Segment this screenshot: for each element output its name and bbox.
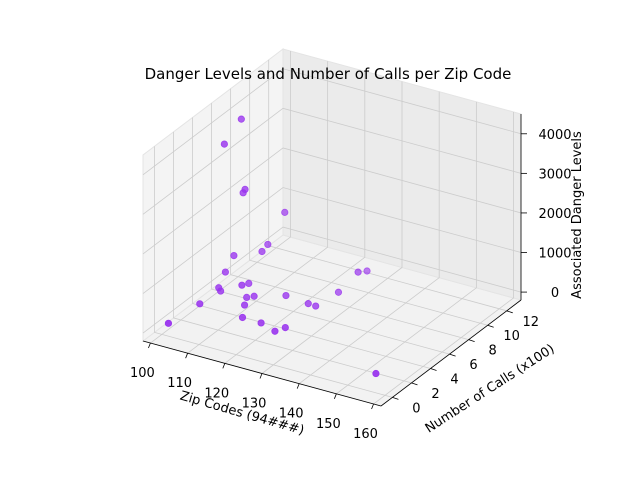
- data-point: [230, 252, 238, 260]
- data-point: [304, 300, 312, 308]
- axis-lines: [142, 114, 527, 410]
- data-point: [264, 240, 272, 249]
- y-tick-mark: [449, 353, 456, 357]
- data-point: [281, 208, 289, 216]
- y-axis-line: [380, 299, 522, 407]
- data-point: [164, 319, 173, 327]
- z-grid-line: [142, 68, 522, 176]
- data-point: [240, 301, 249, 309]
- data-point: [239, 189, 247, 197]
- axis-panes: [141, 47, 523, 407]
- x-grid-line: [187, 61, 329, 354]
- data-point: [312, 302, 320, 310]
- y-tick-mark: [487, 324, 494, 328]
- y-tick-label: 0: [412, 401, 420, 416]
- data-point: [243, 293, 251, 301]
- tick-labels: 1001101201301401501600246810120100020003…: [130, 128, 572, 442]
- z-grid-line: [142, 107, 522, 215]
- y-tick-mark: [430, 368, 437, 371]
- left-pane: [142, 47, 284, 343]
- x-grid-line: [298, 91, 440, 384]
- data-point: [372, 369, 380, 378]
- z-tick-label: 4000: [538, 128, 571, 143]
- x-grid-line: [224, 71, 366, 364]
- data-point: [220, 140, 228, 148]
- y-grid-line: [230, 88, 469, 341]
- data-point: [238, 313, 247, 322]
- x-grid-line: [150, 51, 291, 344]
- y-tick-label: 4: [450, 373, 458, 388]
- z-grid-line: [142, 187, 522, 294]
- x-tick-label: 100: [130, 366, 155, 381]
- data-point: [237, 115, 245, 123]
- y-tick-mark: [468, 339, 475, 343]
- data-point: [363, 267, 371, 275]
- y-tick-label: 2: [431, 387, 439, 402]
- y-grid-line: [192, 117, 431, 369]
- y-grid-line: [249, 74, 488, 326]
- data-point: [196, 300, 204, 308]
- z-grid-line: [142, 226, 522, 334]
- y-tick-label: 6: [469, 358, 477, 373]
- y-tick-label: 12: [522, 315, 539, 330]
- z-tick-label: 3000: [538, 167, 571, 182]
- y-tick-mark: [411, 382, 418, 386]
- y-grid-line: [154, 146, 393, 398]
- z-tick-label: 1000: [538, 247, 571, 262]
- z-tick-label: 2000: [538, 207, 571, 222]
- y-tick-label: 10: [503, 329, 520, 344]
- y-grid-line: [211, 103, 450, 355]
- x-grid-line: [261, 81, 403, 374]
- data-point: [245, 279, 253, 288]
- x-tick-label: 150: [316, 417, 341, 432]
- grid-lines: [142, 51, 522, 405]
- x-tick-mark: [259, 373, 263, 379]
- z-grid-line: [142, 147, 522, 255]
- data-points: [164, 115, 380, 378]
- y-tick-mark: [392, 396, 399, 400]
- data-point: [282, 291, 290, 300]
- x-tick-mark: [334, 393, 337, 399]
- x-tick-mark: [371, 403, 374, 410]
- z-axis-label: Associated Danger Levels: [570, 131, 585, 299]
- chart-title: Danger Levels and Number of Calls per Zi…: [145, 65, 512, 83]
- data-point: [258, 247, 266, 256]
- x-tick-label: 120: [204, 386, 229, 401]
- x-tick-mark: [148, 342, 151, 349]
- data-point: [215, 284, 223, 292]
- y-grid-line: [173, 131, 412, 384]
- y-tick-mark: [506, 310, 513, 314]
- data-point: [354, 268, 362, 276]
- data-point: [238, 281, 246, 289]
- x-grid-line: [336, 101, 477, 395]
- data-point: [250, 292, 258, 300]
- x-grid-line: [373, 111, 514, 405]
- x-tick-label: 110: [167, 376, 192, 391]
- x-tick-label: 130: [242, 397, 267, 412]
- x-tick-mark: [222, 363, 226, 369]
- z-tick-label: 0: [551, 286, 559, 301]
- x-tick-mark: [296, 383, 300, 389]
- x-tick-label: 160: [353, 427, 378, 442]
- data-point: [271, 327, 279, 335]
- x-tick-mark: [185, 353, 188, 359]
- data-point: [257, 319, 265, 327]
- data-point: [221, 268, 230, 276]
- x-tick-label: 140: [279, 407, 304, 422]
- y-tick-label: 8: [488, 344, 496, 359]
- data-point: [334, 288, 343, 296]
- data-point: [281, 323, 289, 332]
